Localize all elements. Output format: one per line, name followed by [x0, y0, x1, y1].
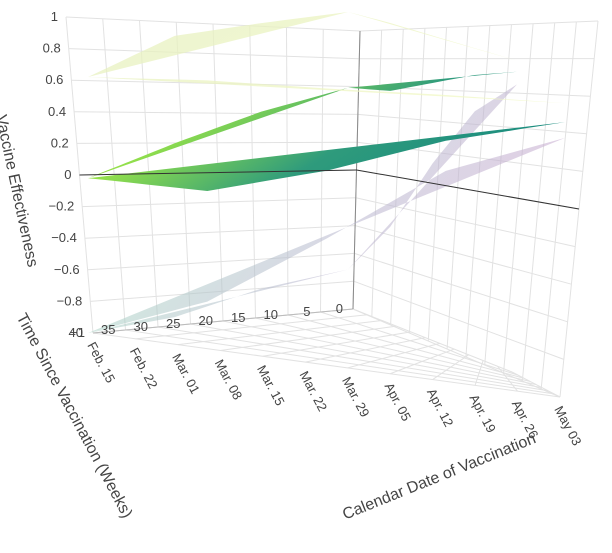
y-tick-label: 30 — [134, 319, 148, 334]
z-axis-ticks: 1 0.8 0.6 0.4 0.2 0 −0.2 −0.4 −0.6 −0.8 −1 — [43, 9, 85, 340]
y-tick-label: 25 — [166, 316, 180, 331]
x-tick-label: Mar. 15 — [254, 363, 288, 408]
x-tick-label: Apr. 19 — [466, 392, 499, 435]
grid-lines — [65, 16, 599, 398]
x-tick-label: May 03 — [551, 403, 584, 448]
z-axis-title: Vaccine Effectiveness — [0, 113, 41, 268]
y-axis-title: Time Since Vaccination (Weeks) — [13, 311, 136, 521]
z-tick-label: −0.4 — [51, 230, 77, 245]
z-tick-label: 0.8 — [43, 41, 61, 56]
surface-middle — [88, 71, 565, 191]
y-tick-label: 35 — [101, 322, 115, 337]
y-tick-label: 10 — [264, 307, 278, 322]
x-tick-label: Mar. 29 — [339, 374, 373, 419]
x-tick-label: Mar. 01 — [169, 351, 203, 396]
x-tick-label: Apr. 12 — [424, 386, 457, 429]
x-tick-label: Feb. 15 — [84, 339, 118, 385]
x-axis-title: Calendar Date of Vaccination — [340, 430, 538, 523]
z-tick-label: 0.4 — [48, 104, 66, 119]
y-tick-label: 15 — [231, 310, 245, 325]
x-tick-label: Apr. 05 — [382, 380, 415, 423]
x-tick-label: Mar. 08 — [212, 357, 246, 402]
surfaces — [88, 12, 565, 334]
y-tick-label: 40 — [69, 325, 83, 340]
z-tick-label: 0.2 — [51, 135, 69, 150]
y-tick-label: 20 — [199, 313, 213, 328]
surface-upper — [88, 12, 565, 104]
y-tick-label: 5 — [303, 304, 310, 319]
x-tick-label: Mar. 22 — [297, 368, 331, 413]
y-axis-ticks: 0 5 10 15 20 25 30 35 40 — [69, 301, 343, 340]
zero-plane-lines — [79, 169, 580, 210]
z-tick-label: 0.6 — [45, 72, 63, 87]
z-tick-label: 1 — [51, 9, 58, 24]
x-tick-label: Feb. 22 — [127, 345, 161, 391]
z-tick-label: −0.2 — [49, 199, 75, 214]
z-tick-label: 0 — [64, 167, 71, 182]
z-tick-label: −0.6 — [54, 262, 80, 277]
z-tick-label: −0.8 — [57, 293, 83, 308]
z-tick-label: −1 — [70, 325, 85, 340]
y-tick-label: 0 — [336, 301, 343, 316]
